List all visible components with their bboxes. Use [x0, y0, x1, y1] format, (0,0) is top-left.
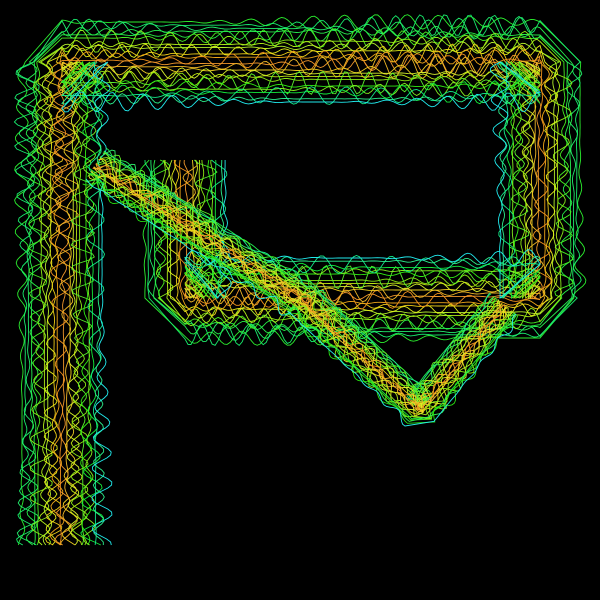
- wave-line: [61, 60, 541, 546]
- wave-line: [61, 61, 541, 546]
- wave-line: [27, 28, 574, 546]
- wave-line: [60, 61, 541, 546]
- wave-line: [61, 61, 541, 546]
- wave-line: [95, 163, 502, 413]
- wave-line: [60, 61, 541, 546]
- wave-line: [103, 151, 498, 402]
- wave-line: [93, 167, 507, 414]
- wave-line: [43, 43, 559, 546]
- wave-line: [13, 14, 582, 546]
- wave-line: [49, 49, 550, 546]
- wave-line: [105, 147, 492, 400]
- wave-line: [103, 150, 491, 401]
- wave-line: [97, 154, 495, 409]
- wave-line: [16, 17, 583, 546]
- wave-line: [61, 61, 541, 546]
- wave-line: [60, 60, 541, 546]
- wave-line: [85, 178, 517, 427]
- wave-line: [27, 28, 574, 546]
- wave-line: [53, 53, 543, 546]
- wave-line: [61, 61, 542, 546]
- wave-line: [82, 181, 519, 424]
- wave-line: [61, 61, 541, 545]
